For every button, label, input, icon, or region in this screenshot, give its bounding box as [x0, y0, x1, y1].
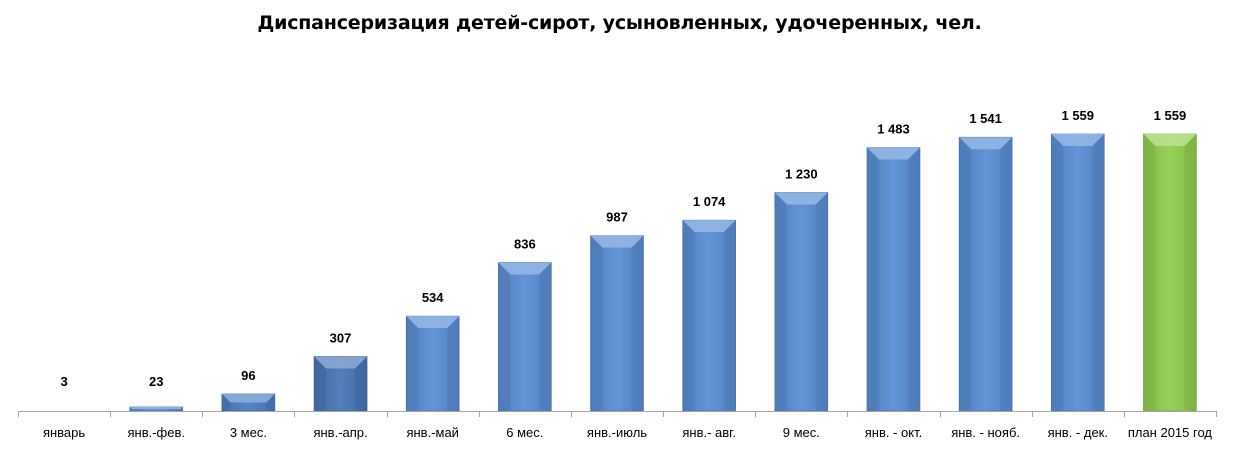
bar-bevel-left	[774, 192, 787, 411]
bar-bevel-top	[959, 137, 1013, 150]
category-label: янв.- авг.	[682, 425, 736, 440]
bar-bevel-left	[959, 137, 972, 412]
bar	[405, 315, 460, 412]
bar-bevel-left	[682, 220, 695, 411]
bar-bevel-right	[631, 235, 644, 411]
bars-group	[129, 133, 1197, 412]
category-label: янв.-июль	[587, 425, 647, 440]
bar	[313, 356, 368, 412]
bar-bevel-right	[266, 393, 275, 411]
bar-bevel-top	[682, 220, 736, 233]
category-label: план 2015 год	[1128, 425, 1213, 440]
bar-bevel-top	[1051, 134, 1105, 146]
bar	[129, 406, 184, 412]
bar-bevel-top	[498, 262, 552, 275]
value-label: 1 230	[785, 166, 818, 181]
bar-bevel-right	[907, 147, 920, 411]
category-label: 9 мес.	[783, 425, 820, 440]
category-labels-group: январь янв.-фев. 3 мес. янв.-апр. янв.-май 6 …	[43, 425, 1212, 440]
bar	[774, 192, 829, 412]
category-label: 3 мес.	[230, 425, 267, 440]
value-label: 96	[241, 368, 255, 383]
bar	[866, 147, 921, 412]
bar-bevel-left	[1051, 134, 1064, 411]
x-axis-ticks	[18, 411, 1217, 417]
bar-bevel-left	[590, 235, 603, 411]
value-labels-group: 3 23 96 307 534 836 987 1 074 1 230 1 483 1 541 1 5…	[60, 108, 1186, 389]
value-label: 1 541	[969, 111, 1002, 126]
value-label: 1 559	[1061, 108, 1094, 123]
category-label: 6 мес.	[506, 425, 543, 440]
value-label: 307	[330, 330, 352, 345]
category-label: янв.-май	[406, 425, 459, 440]
bar-bevel-right	[447, 316, 460, 411]
bar	[590, 235, 644, 412]
bar-bevel-left	[406, 316, 419, 411]
bar-bevel-right	[539, 262, 552, 411]
bar	[1050, 133, 1105, 412]
bar-bevel-right	[180, 406, 183, 411]
bar-bevel-top	[314, 356, 368, 369]
bar	[498, 262, 552, 412]
value-label: 1 483	[877, 122, 910, 137]
value-label: 534	[422, 290, 444, 305]
bar-bevel-left	[1143, 134, 1156, 411]
value-label: 3	[60, 374, 67, 389]
bar	[221, 393, 276, 412]
category-label: янв. - окт.	[865, 425, 922, 440]
category-label: янв. - нояб.	[951, 425, 1020, 440]
bar-bevel-right	[723, 220, 736, 411]
bar-bevel-right	[1000, 137, 1013, 412]
bar-bevel-top	[1143, 134, 1197, 146]
bar-bevel-top	[866, 147, 920, 160]
chart-title: Диспансеризация детей-сирот, усыновленны…	[257, 12, 982, 34]
value-label: 987	[606, 210, 628, 225]
value-label: 1 559	[1154, 108, 1187, 123]
bar	[958, 136, 1013, 412]
bar-bevel-top	[406, 316, 460, 329]
bar-bevel-top	[774, 192, 828, 205]
bar-bevel-left	[314, 356, 327, 411]
bar-bevel-right	[355, 356, 368, 411]
bar-bevel-left	[221, 393, 231, 411]
bar-bevel-top	[129, 406, 183, 409]
bar-bevel-right	[1184, 134, 1197, 411]
category-label: январь	[43, 425, 85, 440]
bar-bevel-right	[815, 192, 828, 411]
bar-bevel-top	[221, 393, 275, 403]
category-label: янв.-апр.	[313, 425, 367, 440]
bar	[682, 219, 736, 412]
category-label: янв.-фев.	[127, 425, 185, 440]
bar-bevel-left	[866, 147, 879, 411]
bar-bevel-left	[498, 262, 511, 411]
value-label: 1 074	[693, 194, 726, 209]
bar-bevel-left	[129, 406, 132, 411]
bar-bevel-right	[1092, 134, 1105, 411]
bar-bevel-top	[590, 235, 644, 248]
value-label: 836	[514, 236, 536, 251]
bar	[1143, 133, 1197, 412]
category-label: янв. - дек.	[1048, 425, 1108, 440]
value-label: 23	[149, 374, 163, 389]
